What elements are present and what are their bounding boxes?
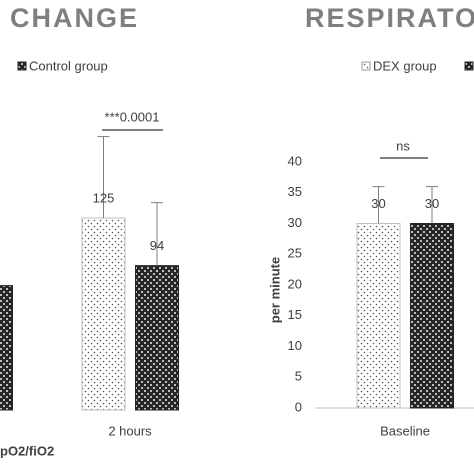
chart-title: RESPIRATO bbox=[305, 3, 474, 33]
value-label: 125 bbox=[93, 190, 115, 205]
y-tick-label: 10 bbox=[288, 338, 302, 353]
legend-swatch bbox=[17, 61, 27, 71]
legend-swatch bbox=[361, 61, 371, 71]
error-bar bbox=[151, 202, 163, 266]
bar bbox=[81, 217, 126, 411]
error-bar bbox=[426, 186, 438, 224]
error-bar bbox=[97, 136, 110, 218]
legend-swatch bbox=[464, 61, 474, 71]
y-tick-label: 5 bbox=[295, 369, 302, 384]
y-tick-label: 35 bbox=[288, 184, 302, 199]
legend-label: DEX group bbox=[373, 58, 437, 73]
legend-label: Control group bbox=[29, 58, 108, 73]
annotation: ns bbox=[396, 138, 410, 153]
bar bbox=[0, 285, 13, 411]
error-bar bbox=[372, 186, 385, 224]
y-tick-label: 0 bbox=[295, 399, 302, 414]
y-tick-label: 20 bbox=[288, 276, 302, 291]
y-tick-label: 40 bbox=[288, 153, 302, 168]
value-label: 94 bbox=[150, 238, 164, 253]
bar bbox=[356, 223, 401, 409]
x-axis-label: pO2/fiO2 bbox=[0, 443, 54, 458]
value-label: 30 bbox=[425, 196, 439, 211]
y-tick-label: 15 bbox=[288, 307, 302, 322]
y-tick-label: 25 bbox=[288, 246, 302, 261]
y-tick-label: 30 bbox=[288, 215, 302, 230]
value-label: 30 bbox=[371, 196, 385, 211]
bar bbox=[410, 223, 454, 409]
x-tick-label: 2 hours bbox=[108, 423, 152, 438]
chart-title: CHANGE bbox=[10, 3, 139, 33]
bar bbox=[135, 265, 179, 411]
y-axis-label: per minute bbox=[267, 257, 282, 323]
x-tick-label: Baseline bbox=[380, 423, 430, 438]
annotation: ***0.0001 bbox=[105, 109, 160, 124]
